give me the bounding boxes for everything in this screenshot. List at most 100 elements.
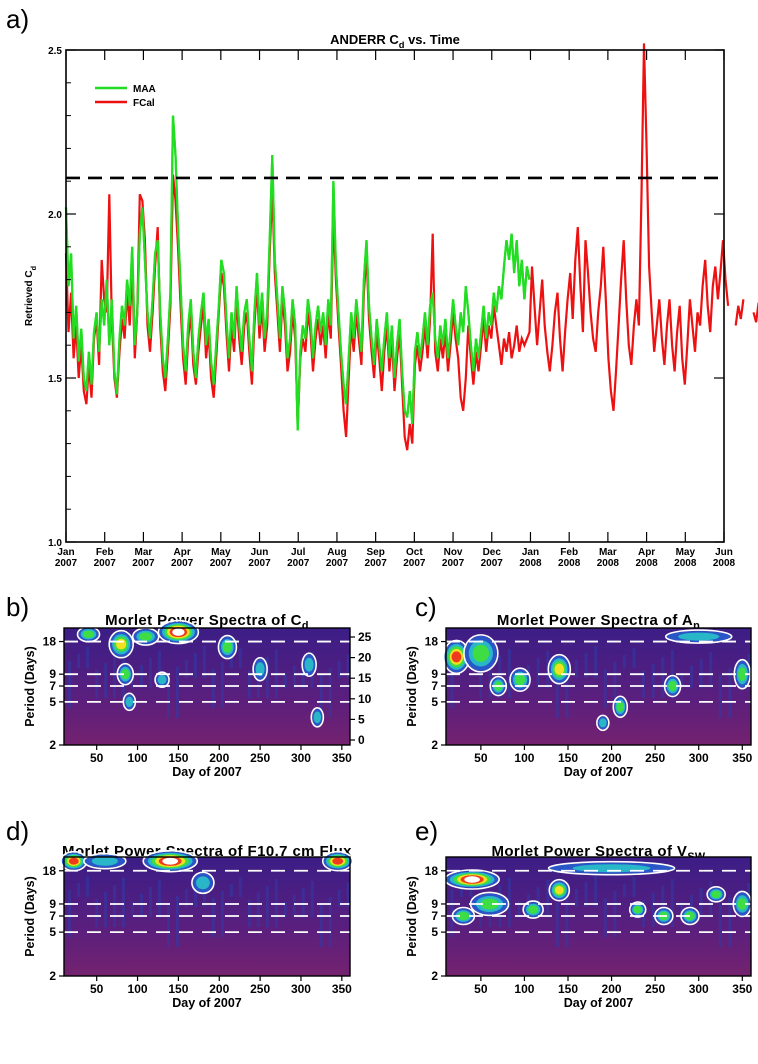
spectrum-streak (556, 903, 559, 947)
spectrum-blob (554, 664, 564, 675)
x-tick-label: 50 (90, 751, 104, 765)
spectrum-streak (575, 889, 578, 907)
spectrum-streak (537, 658, 540, 688)
x-tick-label: 250 (250, 982, 270, 996)
panel-e-spectrum: e)Morlet Power Spectra of VSW25791850100… (405, 816, 753, 1010)
spectrum-streak (302, 888, 305, 917)
x-tick-label: 100 (128, 751, 148, 765)
spectrum-streak (239, 648, 242, 668)
spectrum-streak (546, 880, 549, 917)
spectrum-streak (167, 903, 170, 947)
spectrum-streak (604, 669, 607, 708)
x-tick-label-month: Feb (96, 547, 114, 558)
x-tick-label: 100 (514, 751, 534, 765)
y-axis-label-a: Retrieved Cd (24, 266, 38, 326)
spectrum-streak (113, 885, 116, 927)
x-tick-label-year: 2008 (597, 558, 620, 569)
y-tick-label: 18 (425, 635, 439, 649)
y-tick-label: 7 (49, 909, 56, 923)
x-tick-label-month: Sep (366, 547, 384, 558)
x-tick-label: 200 (209, 751, 229, 765)
spectrum-streak (508, 649, 511, 698)
spectrum-streak (320, 904, 323, 947)
x-tick-label-month: Jan (57, 547, 74, 558)
spectrum-blob (473, 645, 489, 662)
spectrum-streak (221, 662, 224, 708)
y-axis-label: Period (Days) (405, 876, 419, 957)
spectrum-blob (314, 712, 322, 724)
x-tick-label-year: 2008 (674, 558, 697, 569)
y-tick-label: 9 (49, 897, 56, 911)
x-tick-label-month: Dec (483, 547, 502, 558)
x-axis-label: Day of 2007 (564, 996, 634, 1010)
x-tick-label: 250 (645, 751, 665, 765)
x-tick-label: 300 (689, 982, 709, 996)
x-tick-label: 150 (558, 751, 578, 765)
spectrum-streak (86, 647, 89, 668)
spectrum-blob (616, 702, 624, 712)
spectrum-streak (176, 896, 179, 947)
panel-letter-a: a) (6, 4, 29, 34)
spectrum-streak (203, 646, 206, 678)
spectrum-streak (652, 664, 655, 698)
spectrum-blob (69, 858, 79, 865)
y-tick-label: 2 (431, 738, 438, 752)
spectrum-blob (711, 891, 720, 898)
spectrum-blob (668, 681, 676, 691)
spectrum-streak (652, 893, 655, 927)
x-tick-label: 150 (558, 982, 578, 996)
y-tick-label: 18 (43, 635, 57, 649)
x-axis-label: Day of 2007 (564, 765, 634, 779)
y-tick-label: 5 (49, 925, 56, 939)
spectrum-streak (623, 655, 626, 668)
legend-label-fcal: FCal (133, 98, 155, 109)
spectrum-streak (661, 657, 664, 698)
spectrum-streak (68, 661, 71, 708)
spectrum-streak (293, 895, 296, 917)
right-tick-label: 25 (358, 630, 372, 644)
y-axis-label: Period (Days) (23, 876, 37, 957)
y-tick-label: 5 (49, 695, 56, 709)
panel-letter-c: c) (415, 592, 437, 622)
spectrum-streak (185, 660, 188, 678)
spectrum-blob (678, 633, 719, 641)
y-tick-label-a: 2.0 (48, 210, 62, 221)
spectrum-streak (623, 884, 626, 897)
y-tick-label-a: 2.5 (48, 46, 62, 57)
spectrum-blob (83, 631, 94, 638)
spectrum-blob (139, 632, 152, 640)
spectrum-blob (599, 718, 607, 727)
x-tick-label: 350 (332, 751, 352, 765)
x-tick-label-year: 2008 (558, 558, 581, 569)
spectrum-streak (700, 888, 703, 917)
spectrum-blob (162, 858, 178, 865)
x-tick-label-year: 2007 (403, 558, 426, 569)
x-tick-label: 350 (332, 982, 352, 996)
series-line-fcal-b (736, 299, 744, 325)
spectrum-streak (68, 890, 71, 937)
spectrum-streak (604, 898, 607, 937)
x-tick-label-month: Nov (444, 547, 463, 558)
x-tick-label-year: 2007 (481, 558, 504, 569)
spectrum-streak (221, 891, 224, 937)
x-tick-label-month: Jun (715, 547, 733, 558)
spectrum-streak (77, 654, 80, 668)
x-tick-label-year: 2007 (94, 558, 117, 569)
spectrum-blob (634, 906, 642, 913)
spectrum-streak (311, 881, 314, 917)
x-tick-label: 250 (645, 982, 665, 996)
spectrum-streak (275, 879, 278, 927)
x-tick-label-year: 2007 (442, 558, 465, 569)
x-tick-label-year: 2008 (519, 558, 542, 569)
spectrum-blob (116, 639, 126, 650)
spectrum-blob (332, 858, 343, 865)
spectrum-streak (113, 656, 116, 698)
spectrum-streak (194, 653, 197, 678)
y-tick-label: 18 (425, 864, 439, 878)
spectrum-streak (140, 665, 143, 688)
spectrum-blob (92, 857, 118, 866)
spectrum-streak (575, 660, 578, 678)
